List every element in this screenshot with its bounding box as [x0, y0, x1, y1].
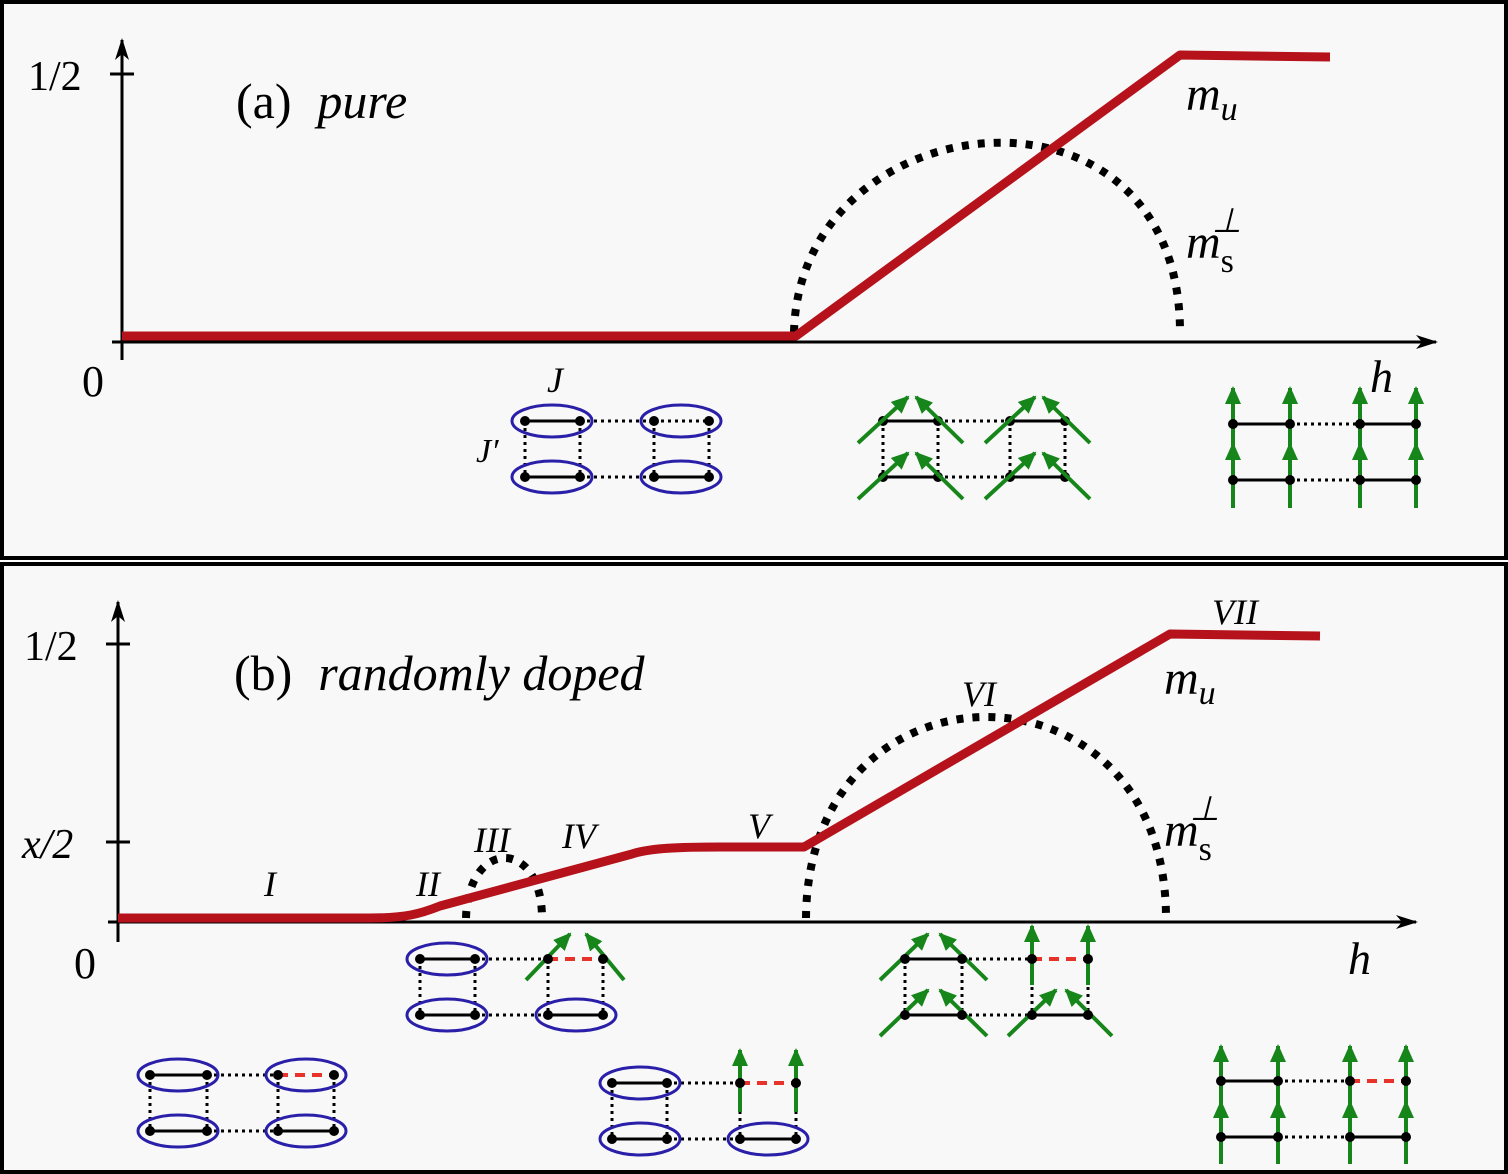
panel-b-ms-label: ms⊥ — [1164, 791, 1220, 868]
panel-b-y-tick-mid-label: x/2 — [21, 822, 73, 868]
panel-b-origin-label: 0 — [74, 939, 96, 988]
panel-a-lattice-canted — [856, 395, 1092, 501]
panel-a-magnetization-curve — [122, 50, 1331, 341]
panel-a-frame — [0, 0, 1508, 560]
panel-b-y-tick-top-label: 1/2 — [24, 624, 78, 670]
panel-a-title-word: pure — [314, 73, 407, 129]
region-label-III: III — [473, 820, 512, 860]
panel-b-frame — [0, 562, 1508, 1174]
region-label-V: V — [748, 806, 774, 846]
region-label-VI: VI — [962, 674, 998, 714]
panel-b-mu-label: mu — [1164, 652, 1216, 712]
panel-a-title: (a) pure — [236, 72, 407, 130]
panel-a: 1/2 0 h (a) pure mu ms⊥ J J′ — [0, 0, 1508, 560]
region-label-VII: VII — [1212, 592, 1260, 632]
panel-a-staggered-dome — [790, 138, 1184, 333]
panel-a-x-axis-label: h — [1370, 351, 1393, 402]
panel-a-origin-label: 0 — [82, 357, 104, 406]
panel-a-lattice-polarized — [1225, 386, 1424, 508]
panel-b-lattice-mixed-2 — [878, 924, 1114, 1038]
panel-b-title: (b) randomly doped — [234, 644, 646, 702]
panel-b: 1/2 x/2 0 h (b) randomly doped I II III … — [0, 562, 1508, 1174]
region-label-IV: IV — [561, 816, 600, 856]
panel-a-y-tick-label: 1/2 — [28, 54, 82, 100]
panel-b-lattice-fully-polarized — [1213, 1044, 1414, 1164]
panel-a-lattice-singlet: J J′ — [476, 360, 723, 495]
panel-a-ms-label: ms⊥ — [1186, 203, 1242, 280]
panel-a-J-label: J — [547, 360, 565, 400]
panel-b-lattice-polarized-doped — [598, 1048, 810, 1157]
panel-b-magnetization-curve — [118, 629, 1321, 923]
panel-b-title-word: randomly doped — [318, 645, 645, 701]
region-label-I: I — [263, 864, 278, 904]
panel-b-large-dome — [802, 713, 1170, 919]
panel-a-Jp-label: J′ — [476, 433, 499, 470]
panel-b-lattice-mixed-1 — [405, 932, 626, 1033]
panel-a-title-paren: (a) — [236, 73, 292, 129]
panel-a-mu-label: mu — [1186, 68, 1238, 128]
panel-b-title-paren: (b) — [234, 645, 292, 701]
panel-b-lattice-singlet-doped — [136, 1057, 348, 1149]
panel-b-small-dome — [462, 854, 546, 919]
panel-b-x-axis-label: h — [1348, 933, 1371, 984]
region-label-II: II — [415, 864, 442, 904]
